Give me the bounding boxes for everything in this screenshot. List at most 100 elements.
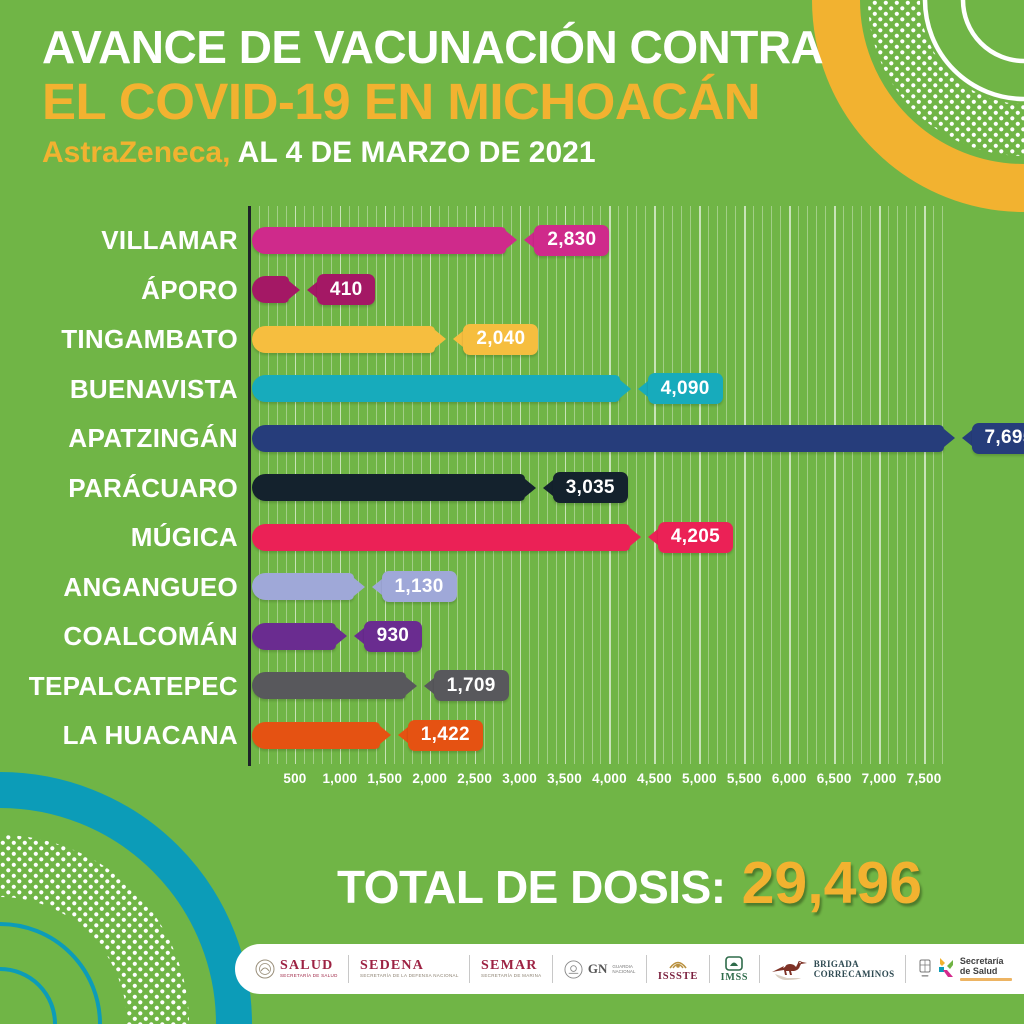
category-label: BUENAVISTA: [69, 373, 238, 404]
gridline: [726, 206, 728, 764]
gridline: [627, 206, 629, 764]
gridline: [771, 206, 773, 764]
gridline: [654, 206, 656, 764]
semar-subtitle: SECRETARÍA DE MARINA: [481, 973, 542, 979]
x-tick-label: 2,000: [412, 771, 448, 786]
gn-seal-icon: [564, 959, 583, 979]
brigada-line1: BRIGADA: [813, 958, 860, 969]
total-doses-label: TOTAL DE DOSIS:: [336, 861, 726, 913]
category-label: COALCOMÁN: [63, 621, 238, 651]
value-tag-arrow: [542, 479, 553, 496]
footer-divider: [348, 955, 350, 983]
value-tag-arrow: [306, 281, 317, 298]
category-label: PARÁCUARO: [68, 472, 238, 503]
total-doses-value: 29,496: [741, 850, 923, 916]
gridline: [816, 206, 818, 764]
bar: [252, 276, 300, 303]
x-tick-label: 4,500: [637, 771, 672, 786]
value-tag-arrow: [637, 380, 648, 397]
gridline: [861, 206, 863, 764]
value-label: 1,130: [381, 571, 457, 602]
imss-wordmark: IMSS: [720, 971, 749, 983]
value-tag-arrow: [371, 578, 382, 595]
gridline: [663, 206, 665, 764]
value-label: 1,422: [407, 719, 483, 751]
institutions-footer-bar: SALUD SECRETARÍA DE SALUD SEDENA SECRETA…: [235, 944, 1024, 994]
bar: [252, 622, 347, 650]
value-label: 7,695: [971, 422, 1024, 454]
x-tick-label: 4,000: [592, 771, 627, 786]
gridline: [789, 206, 791, 764]
michoacan-coat-of-arms-icon: [919, 959, 931, 977]
issste-emblem-icon: [669, 961, 687, 968]
page-title-line2: EL COVID-19 EN MICHOACÁN: [42, 72, 761, 130]
gridline: [780, 206, 782, 764]
bar: [252, 721, 391, 749]
gridline: [870, 206, 872, 764]
gridline: [537, 206, 539, 764]
bar-tip: [629, 528, 641, 546]
value-label: 4,090: [647, 373, 723, 404]
bar-tip: [379, 726, 391, 744]
header: AVANCE DE VACUNACIÓN CONTRA EL COVID-19 …: [42, 21, 824, 168]
bar-tip: [288, 280, 300, 299]
x-tick-label: 3,500: [547, 771, 582, 786]
sedena-wordmark: SEDENA: [360, 957, 425, 973]
value-tag: 930: [353, 620, 423, 652]
x-tick-label: 6,500: [816, 771, 852, 786]
logo-sedena: SEDENA SECRETARÍA DE LA DEFENSA NACIONAL: [360, 957, 459, 979]
gridline: [843, 206, 845, 764]
category-label: APATZINGÁN: [68, 423, 238, 453]
value-label: 930: [363, 620, 423, 652]
footer-divider: [905, 955, 907, 983]
category-label: TINGAMBATO: [61, 324, 238, 354]
bar-tip: [405, 676, 417, 695]
value-label: 2,040: [463, 323, 539, 355]
imss-emblem-icon: [725, 955, 744, 971]
gridline: [825, 206, 827, 764]
value-label: 3,035: [552, 472, 628, 503]
gridline: [744, 206, 746, 764]
value-tag-arrow: [353, 628, 364, 644]
gridline: [798, 206, 800, 764]
value-label: 4,205: [657, 521, 733, 553]
gridline: [735, 206, 737, 764]
bar: [252, 573, 365, 600]
gn-subtitle-1: GUARDIA: [612, 963, 633, 969]
bar-tip: [619, 379, 631, 398]
value-tag: 1,709: [423, 670, 509, 701]
bar-tip: [353, 577, 365, 596]
value-tag-arrow: [647, 529, 658, 545]
gridline: [681, 206, 683, 764]
gridline: [897, 206, 899, 764]
logo-semar: SEMAR SECRETARÍA DE MARINA: [481, 958, 542, 979]
logo-gn: GN GUARDIA NACIONAL: [564, 959, 635, 979]
total-doses: TOTAL DE DOSIS: 29,496: [235, 849, 1024, 917]
gridline: [888, 206, 890, 764]
x-tick-label: 1,500: [367, 771, 403, 786]
x-tick-label: 5,500: [726, 771, 762, 786]
gridline: [852, 206, 854, 764]
value-tag-arrow: [524, 232, 535, 248]
value-label: 410: [316, 274, 376, 305]
logo-brigada-correcaminos: BRIGADA CORRECAMINOS: [771, 958, 895, 980]
sedena-subtitle: SECRETARÍA DE LA DEFENSA NACIONAL: [360, 973, 459, 979]
x-tick-label: 1,000: [322, 771, 358, 786]
logo-salud: SALUD SECRETARÍA DE SALUD: [255, 958, 338, 979]
gridline: [879, 206, 881, 764]
bar: [252, 424, 955, 452]
footer-divider: [646, 955, 648, 983]
pinwheel-icon: [938, 958, 953, 977]
logo-imss: IMSS: [720, 955, 749, 983]
bar: [252, 474, 536, 501]
x-tick-label: 3,000: [502, 771, 538, 786]
gridline: [924, 206, 926, 764]
x-tick-label: 500: [283, 771, 307, 786]
bar: [252, 226, 518, 254]
salud-subtitle: SECRETARÍA DE SALUD: [280, 973, 338, 979]
issste-wordmark: ISSSTE: [657, 970, 699, 982]
bar-tip: [506, 231, 518, 249]
logo-issste: ISSSTE: [658, 957, 698, 982]
gridline: [834, 206, 836, 764]
bar-tip: [943, 429, 955, 447]
